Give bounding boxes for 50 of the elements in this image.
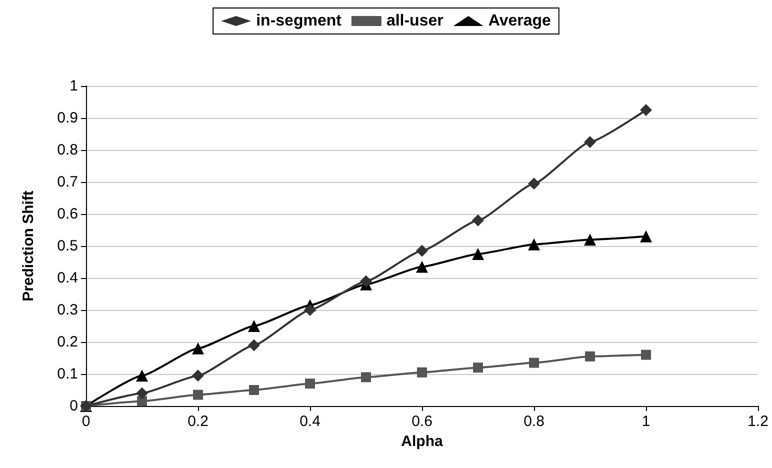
legend-label: in-segment xyxy=(256,12,342,30)
point xyxy=(136,370,148,382)
point xyxy=(304,304,316,316)
point xyxy=(584,234,596,246)
legend-label: Average xyxy=(488,12,552,30)
y-axis-title: Prediction Shift xyxy=(20,190,37,302)
y-tick-label: 0.1 xyxy=(57,366,78,382)
y-tick-label: 0 xyxy=(70,398,78,414)
x-tick-label: 0.6 xyxy=(412,413,432,430)
point xyxy=(528,238,540,250)
y-tick-label: 0.2 xyxy=(57,334,78,350)
point xyxy=(584,136,596,148)
x-tick-label: 1 xyxy=(642,413,650,430)
point xyxy=(248,320,260,332)
point xyxy=(640,104,652,116)
point xyxy=(472,214,484,226)
point xyxy=(528,178,540,190)
y-tick-label: 1 xyxy=(70,78,78,94)
x-tick-label: 1.2 xyxy=(748,413,768,430)
point xyxy=(193,390,203,400)
point xyxy=(136,387,148,400)
point xyxy=(416,244,428,257)
point xyxy=(640,230,652,242)
y-tick-label: 0.8 xyxy=(57,142,78,158)
legend-label: all-user xyxy=(386,12,444,30)
x-axis-title: Alpha xyxy=(401,433,444,450)
point xyxy=(305,378,315,389)
y-tick-label: 0.4 xyxy=(57,270,78,286)
x-tick-label: 0.8 xyxy=(524,413,544,430)
point xyxy=(416,260,428,273)
point xyxy=(472,248,484,260)
point xyxy=(192,370,204,382)
point xyxy=(360,275,372,288)
y-tick-label: 0.3 xyxy=(57,302,78,318)
x-tick-label: 0.2 xyxy=(188,413,208,430)
x-tick-label: 0.4 xyxy=(300,413,320,430)
y-tick-label: 0.9 xyxy=(57,110,78,126)
point xyxy=(248,339,260,352)
y-tick-label: 0.6 xyxy=(57,206,78,222)
point xyxy=(585,351,595,362)
point xyxy=(529,358,539,368)
x-tick-label: 0 xyxy=(82,413,90,430)
y-tick-label: 0.5 xyxy=(57,238,78,254)
point xyxy=(417,367,427,378)
y-tick-label: 0.7 xyxy=(57,174,78,190)
point xyxy=(192,342,204,354)
point xyxy=(361,372,371,382)
point xyxy=(641,350,651,360)
point xyxy=(473,362,483,373)
point xyxy=(249,385,259,395)
